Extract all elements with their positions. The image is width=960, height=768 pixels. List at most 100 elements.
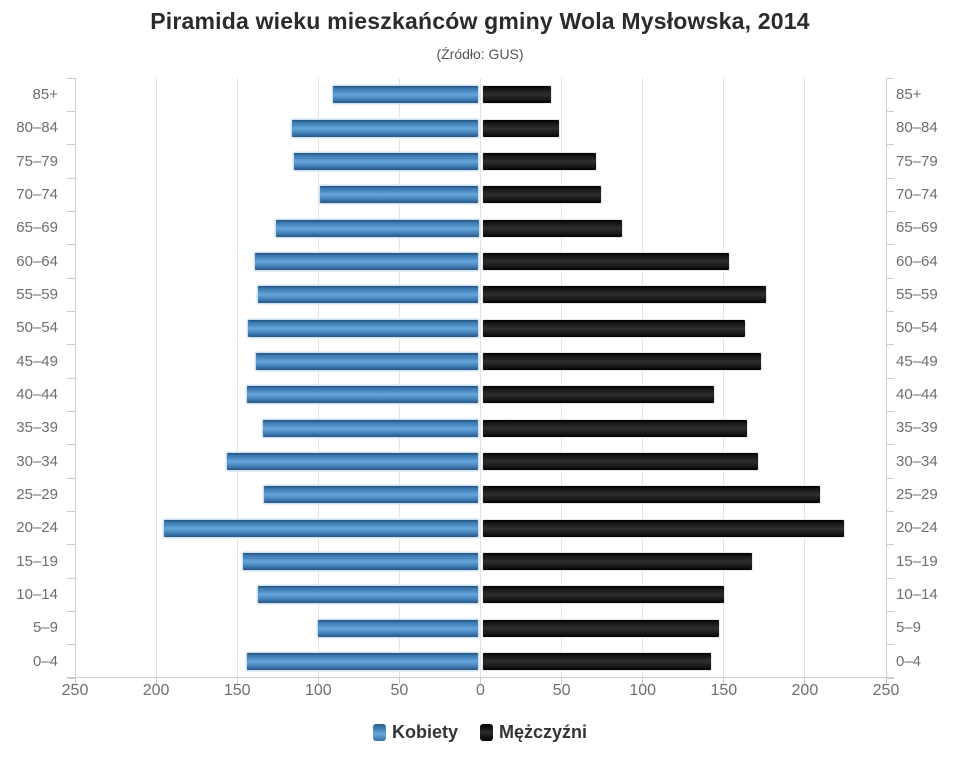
men-bar [482, 86, 551, 104]
age-group-label: 10–14 [896, 586, 938, 603]
x-axis-tick-label: 200 [791, 682, 819, 699]
men-bar [482, 286, 767, 304]
age-group-label: 25–29 [896, 486, 938, 503]
y-axis-tick [67, 544, 75, 546]
age-group-label: 85+ [32, 86, 58, 103]
age-group-label: 30–34 [16, 452, 58, 470]
y-axis-tick [886, 610, 894, 612]
y-axis-tick [886, 310, 894, 312]
age-group-label: 50–54 [896, 319, 938, 337]
x-axis-tick [236, 678, 238, 684]
men-bar [482, 419, 747, 437]
men-bar [482, 319, 746, 337]
x-axis-tick [317, 678, 319, 684]
y-axis-tick [886, 210, 894, 212]
gridline [723, 78, 725, 678]
y-axis-tick [886, 344, 894, 346]
gridline [317, 78, 319, 678]
age-group-label: 40–44 [896, 386, 938, 403]
women-bar [254, 252, 479, 270]
y-axis-tick [67, 344, 75, 346]
y-axis-line [74, 78, 76, 678]
age-group-label: 45–49 [896, 352, 938, 370]
y-axis-tick [67, 210, 75, 212]
gridline [804, 78, 806, 678]
age-group-label: 15–19 [16, 552, 58, 570]
women-bar [227, 452, 479, 470]
chart-title: Piramida wieku mieszkańców gminy Wola My… [150, 8, 810, 34]
y-axis-tick [886, 277, 894, 279]
y-axis-tick [886, 577, 894, 579]
legend-item-women[interactable]: Kobiety [372, 722, 458, 743]
x-axis-tick-label: 0 [476, 682, 485, 699]
gridline [642, 78, 644, 678]
age-group-label: 55–59 [16, 286, 58, 303]
gridline [236, 78, 238, 678]
y-axis-tick [886, 477, 894, 479]
y-axis-tick [67, 510, 75, 512]
legend-label-men: Mężczyźni [498, 722, 588, 742]
women-bar [246, 386, 479, 404]
x-axis-tick [723, 678, 725, 684]
plot-area [74, 78, 887, 678]
y-axis-tick [886, 544, 894, 546]
age-group-label: 60–64 [896, 252, 938, 270]
legend-item-men[interactable]: Mężczyźni [479, 722, 588, 743]
y-axis-tick [67, 110, 75, 112]
age-group-label: 20–24 [896, 519, 938, 537]
age-group-label: 55–59 [896, 286, 938, 303]
x-axis-tick-label: 200 [142, 682, 170, 699]
men-swatch-icon [479, 724, 493, 741]
age-group-label: 80–84 [16, 119, 58, 137]
gridline [561, 78, 563, 678]
age-group-label: 75–79 [16, 152, 58, 170]
men-bar [482, 519, 845, 537]
y-axis-tick [886, 444, 894, 446]
age-group-label: 50–54 [16, 319, 58, 337]
x-axis-tick-label: 100 [304, 682, 332, 699]
gridline [398, 78, 400, 678]
women-bar [291, 119, 479, 137]
x-axis-tick-label: 250 [872, 682, 900, 699]
women-bar [257, 286, 479, 304]
age-group-label: 5–9 [32, 619, 58, 637]
age-group-label: 5–9 [896, 619, 922, 637]
x-axis-tick [561, 678, 563, 684]
age-group-label: 45–49 [16, 352, 58, 370]
x-axis-tick [642, 678, 644, 684]
men-bar [482, 619, 720, 637]
men-bar [482, 386, 715, 404]
age-group-label: 20–24 [16, 519, 58, 537]
y-axis-tick [67, 377, 75, 379]
age-group-label: 0–4 [896, 652, 922, 670]
legend: Kobiety Mężczyźni [0, 722, 960, 743]
men-bar [482, 452, 759, 470]
y-axis-tick [886, 110, 894, 112]
men-bar [482, 219, 622, 237]
y-axis-tick [67, 277, 75, 279]
age-group-label: 15–19 [896, 552, 938, 570]
x-axis-tick [480, 678, 481, 684]
women-bar [246, 652, 479, 670]
y-axis-tick [67, 177, 75, 179]
age-group-label: 70–74 [16, 186, 58, 203]
x-axis-tick-label: 50 [390, 682, 409, 699]
age-group-label: 35–39 [896, 419, 938, 437]
women-bar [163, 519, 479, 537]
women-bar [317, 619, 479, 637]
age-group-label: 0–4 [32, 652, 58, 670]
age-group-label: 65–69 [16, 219, 58, 237]
women-bar [257, 586, 479, 604]
y-axis-tick [886, 144, 894, 146]
x-axis-tick-label: 250 [61, 682, 89, 699]
age-group-label: 85+ [896, 86, 922, 103]
age-group-label: 35–39 [16, 419, 58, 437]
y-axis-labels-right: 85+ 80–84 75–79 70–74 65–69 60–64 55–59 50–54 45… [896, 78, 958, 678]
women-bar [264, 486, 479, 504]
x-axis-tick-label: 150 [710, 682, 738, 699]
men-bar [482, 186, 601, 204]
y-axis-tick [67, 410, 75, 412]
men-bar [482, 252, 730, 270]
age-group-label: 30–34 [896, 452, 938, 470]
